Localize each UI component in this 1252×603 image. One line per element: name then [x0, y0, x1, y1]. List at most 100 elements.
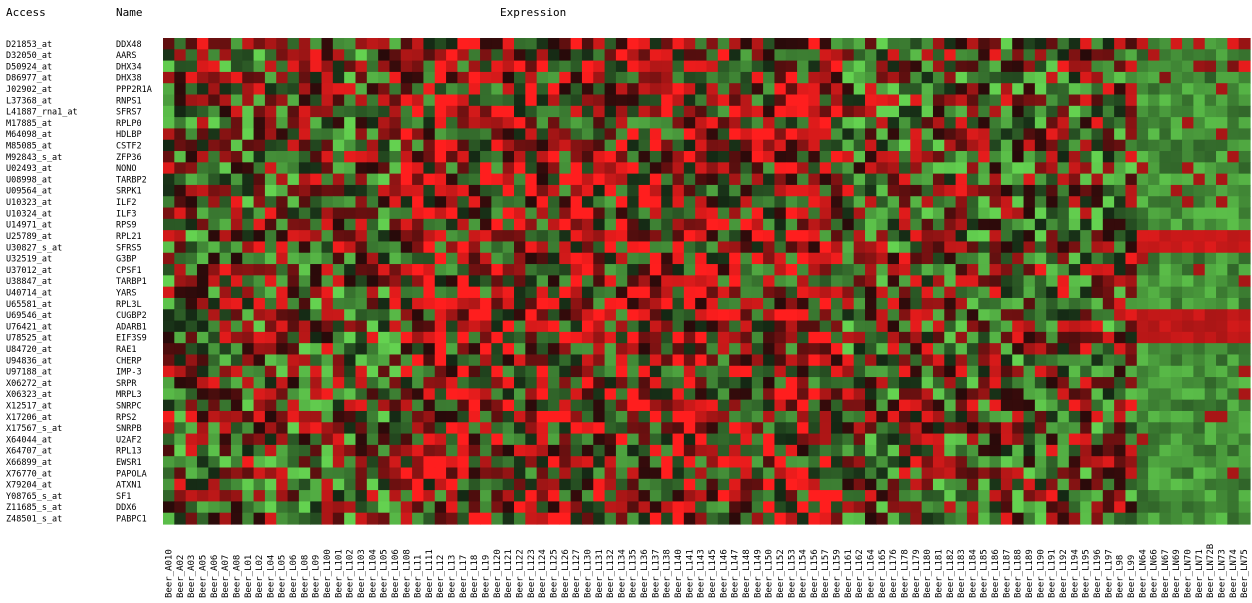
heatmap-cell [1091, 117, 1104, 130]
heatmap-cell [932, 320, 945, 333]
heatmap-cell [423, 456, 436, 469]
heatmap-cell [672, 184, 685, 197]
row-accession-label: U10324_at [6, 209, 52, 219]
heatmap-cell [514, 422, 526, 435]
heatmap-cell [865, 422, 877, 435]
heatmap-cell [446, 184, 458, 197]
heatmap-cell [468, 196, 481, 209]
heatmap-cell [434, 71, 447, 84]
heatmap-cell [763, 230, 776, 243]
heatmap-cell [185, 422, 198, 435]
heatmap-cell [1046, 117, 1059, 130]
heatmap-cell [525, 151, 538, 163]
heatmap-cell [400, 309, 413, 322]
heatmap-cell [355, 162, 368, 175]
heatmap-cell [1193, 252, 1206, 265]
heatmap-cell [253, 456, 266, 469]
heatmap-cell [785, 49, 798, 62]
heatmap-cell [808, 71, 821, 84]
heatmap-cell [185, 83, 198, 96]
heatmap-cell [525, 365, 538, 378]
heatmap-cell [446, 117, 458, 130]
row-accession-label: U40714_at [6, 289, 52, 299]
heatmap-cell [831, 275, 843, 288]
heatmap-cell [774, 388, 787, 401]
heatmap-cell [1238, 173, 1251, 186]
heatmap-cell [763, 286, 776, 299]
heatmap-cell [1193, 218, 1206, 231]
heatmap-cell [547, 60, 560, 73]
heatmap-cell [389, 286, 402, 299]
heatmap-cell [491, 252, 504, 265]
column-sample-label: Beer_L17 [459, 555, 469, 598]
heatmap-cell [570, 365, 583, 378]
heatmap-cell [536, 60, 549, 73]
heatmap-cell [808, 264, 821, 276]
heatmap-cell [219, 252, 232, 265]
heatmap-cell [695, 399, 708, 412]
heatmap-cell [785, 252, 798, 265]
column-sample-label: Beer_L130 [583, 549, 593, 598]
heatmap-cell [1000, 252, 1013, 265]
heatmap-cell [264, 320, 277, 333]
heatmap-cell [661, 286, 674, 299]
heatmap-cell [887, 365, 900, 378]
heatmap-cell [774, 433, 787, 446]
heatmap-cell [695, 38, 708, 50]
heatmap-cell [615, 512, 628, 525]
heatmap-cell [1080, 309, 1093, 322]
heatmap-cell [276, 410, 289, 423]
heatmap-cell [525, 241, 538, 254]
heatmap-cell [174, 365, 187, 378]
heatmap-cell [366, 422, 379, 435]
heatmap-cell [944, 343, 957, 356]
heatmap-cell [1227, 83, 1240, 96]
heatmap-cell [230, 501, 243, 514]
heatmap-cell [344, 478, 357, 491]
heatmap-cell [174, 467, 187, 480]
column-sample-label: Beer_L194 [1070, 549, 1080, 598]
heatmap-cell [1034, 354, 1047, 367]
heatmap-cell [865, 60, 877, 73]
heatmap-cell [819, 83, 832, 96]
heatmap-cell [208, 456, 221, 469]
heatmap-cell [921, 173, 934, 186]
heatmap-cell [955, 184, 968, 197]
heatmap-cell [253, 162, 266, 175]
heatmap-cell [1080, 410, 1093, 423]
column-sample-label: Beer_L186 [991, 549, 1001, 598]
heatmap-cell [1227, 94, 1240, 107]
heatmap-cell [1170, 490, 1183, 502]
heatmap-cell [1216, 343, 1228, 356]
heatmap-cell [1102, 60, 1115, 73]
heatmap-cell [185, 105, 198, 118]
heatmap-cell [321, 184, 334, 197]
heatmap-cell [774, 478, 787, 491]
heatmap-cell [174, 264, 187, 276]
heatmap-cell [774, 38, 787, 50]
heatmap-cell [604, 94, 617, 107]
heatmap-cell [344, 343, 357, 356]
heatmap-cell [717, 196, 730, 209]
heatmap-cell [423, 377, 436, 389]
heatmap-cell [344, 456, 357, 469]
heatmap-cell [355, 38, 368, 50]
heatmap-cell [1000, 173, 1013, 186]
heatmap-cell [344, 60, 357, 73]
heatmap-cell [808, 456, 821, 469]
heatmap-cell [1046, 422, 1059, 435]
heatmap-cell [1216, 38, 1228, 50]
heatmap-cell [230, 377, 243, 389]
heatmap-cell [797, 60, 809, 73]
heatmap-cell [276, 184, 289, 197]
heatmap-cell [196, 275, 209, 288]
heatmap-cell [400, 230, 413, 243]
heatmap-cell [446, 264, 458, 276]
row-accession-label: M85085_at [6, 142, 52, 152]
heatmap-cell [1000, 151, 1013, 163]
heatmap-cell [978, 94, 991, 107]
heatmap-cell [1136, 331, 1149, 344]
heatmap-cell [446, 252, 458, 265]
heatmap-cell [581, 399, 594, 412]
heatmap-cell [842, 173, 855, 186]
